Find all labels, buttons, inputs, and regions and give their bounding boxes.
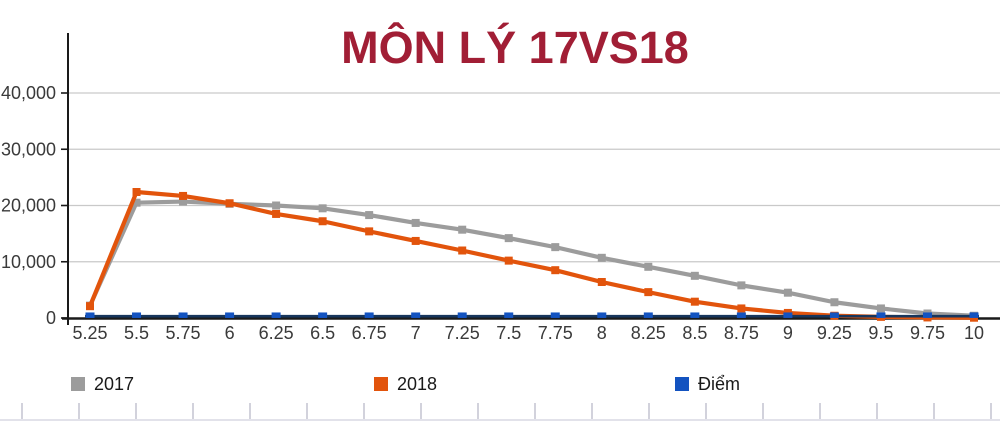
series-2017 — [86, 197, 978, 320]
legend-item-diem: Điểm — [675, 372, 740, 396]
svg-text:5.25: 5.25 — [72, 323, 107, 343]
legend-label-2018: 2018 — [397, 373, 438, 394]
svg-text:7.25: 7.25 — [445, 323, 480, 343]
svg-text:7.75: 7.75 — [538, 323, 573, 343]
x-axis-labels: 5.25 5.5 5.75 6 6.25 6.5 6.75 7 7.25 7.5 7.75 8 8.25… — [72, 323, 984, 343]
svg-text:8.75: 8.75 — [724, 323, 759, 343]
legend-item-2018: 2018 — [374, 372, 437, 396]
svg-text:8: 8 — [597, 323, 607, 343]
svg-text:8.5: 8.5 — [682, 323, 707, 343]
svg-text:5.5: 5.5 — [124, 323, 149, 343]
svg-text:9.75: 9.75 — [910, 323, 945, 343]
svg-text:10,000: 10,000 — [1, 252, 56, 272]
svg-text:8.25: 8.25 — [631, 323, 666, 343]
svg-text:7: 7 — [411, 323, 421, 343]
svg-text:40,000: 40,000 — [1, 83, 56, 103]
gridlines — [68, 92, 1000, 263]
svg-text:6.75: 6.75 — [352, 323, 387, 343]
svg-text:30,000: 30,000 — [1, 139, 56, 159]
line-chart-canvas: 0 10,000 20,000 30,000 40,000 5.25 5.5 5.75 6 6.2… — [1, 33, 1000, 343]
y-axis: 0 10,000 20,000 30,000 40,000 — [1, 33, 69, 328]
chart-legend: 2017 2018 Điểm — [0, 372, 1000, 398]
svg-text:7.5: 7.5 — [496, 323, 521, 343]
svg-text:10: 10 — [964, 323, 984, 343]
svg-text:5.75: 5.75 — [166, 323, 201, 343]
legend-swatch-2018 — [374, 377, 388, 391]
chart-title: MÔN LÝ 17VS18 — [341, 22, 689, 73]
svg-text:9.25: 9.25 — [817, 323, 852, 343]
legend-swatch-diem — [675, 377, 689, 391]
series-Điểm — [85, 312, 979, 318]
legend-label-2017: 2017 — [94, 373, 135, 394]
svg-text:0: 0 — [46, 308, 56, 328]
svg-text:20,000: 20,000 — [1, 196, 56, 216]
svg-text:9.5: 9.5 — [868, 323, 893, 343]
legend-item-2017: 2017 — [71, 372, 134, 396]
legend-swatch-2017 — [71, 377, 85, 391]
svg-text:6: 6 — [225, 323, 235, 343]
legend-label-diem: Điểm — [698, 373, 741, 394]
next-chart-axis-ruler — [0, 403, 1000, 421]
svg-text:6.5: 6.5 — [310, 323, 335, 343]
svg-text:6.25: 6.25 — [259, 323, 294, 343]
svg-text:9: 9 — [783, 323, 793, 343]
